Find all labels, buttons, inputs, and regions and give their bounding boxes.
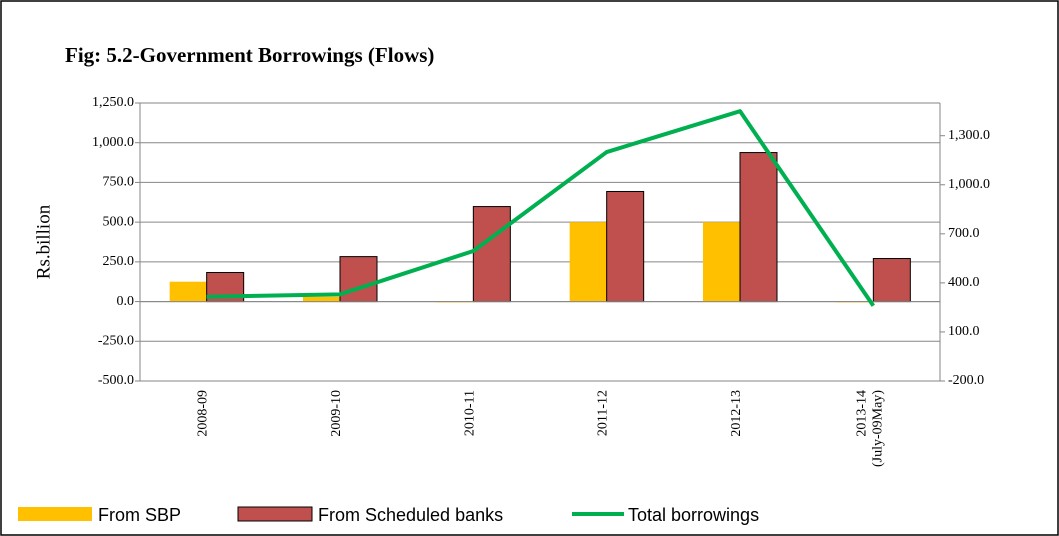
- legend-swatch: [18, 507, 92, 521]
- x-tick-label: 2011-12: [596, 390, 611, 436]
- legend-label: From SBP: [98, 505, 181, 525]
- bar: [872, 258, 911, 303]
- chart-title: Fig: 5.2-Government Borrowings (Flows): [65, 43, 434, 67]
- y2-tick-label: 100.0: [948, 324, 980, 339]
- y2-tick-label: 400.0: [948, 275, 980, 290]
- bar: [339, 256, 378, 303]
- bar: [472, 206, 511, 303]
- bar: [303, 296, 340, 302]
- bar: [739, 152, 778, 303]
- x-tick-label: 2013-14(July-09May): [854, 390, 885, 467]
- x-tick-label: 2012-13: [729, 390, 744, 437]
- y-tick-label: 1,000.0: [92, 135, 134, 150]
- x-tick-label: 2009-10: [329, 390, 344, 437]
- y2-tick-label: 1,300.0: [948, 128, 990, 143]
- y2-tick-label: -200.0: [948, 373, 984, 388]
- legend-label: Total borrowings: [628, 505, 759, 525]
- y2-tick-label: 1,000.0: [948, 177, 990, 192]
- x-tick-label: 2010-11: [462, 390, 477, 436]
- y-tick-label: 500.0: [103, 214, 135, 229]
- y-tick-label: -500.0: [98, 373, 134, 388]
- y-tick-label: 0.0: [117, 294, 135, 309]
- y-tick-label: 250.0: [103, 254, 135, 269]
- bar: [169, 281, 207, 302]
- y-axis-label: Rs.billion: [33, 204, 54, 279]
- bar: [569, 222, 607, 302]
- y-tick-label: 1,250.0: [92, 95, 134, 110]
- bar: [606, 190, 645, 303]
- y-tick-label: 750.0: [103, 175, 135, 190]
- y-tick-label: -250.0: [98, 334, 134, 349]
- legend-swatch: [237, 506, 313, 522]
- line: [206, 109, 875, 307]
- legend-label: From Scheduled banks: [318, 505, 503, 525]
- x-tick-label: 2008-09: [196, 390, 211, 437]
- y2-tick-label: 700.0: [948, 226, 980, 241]
- bar: [703, 222, 740, 302]
